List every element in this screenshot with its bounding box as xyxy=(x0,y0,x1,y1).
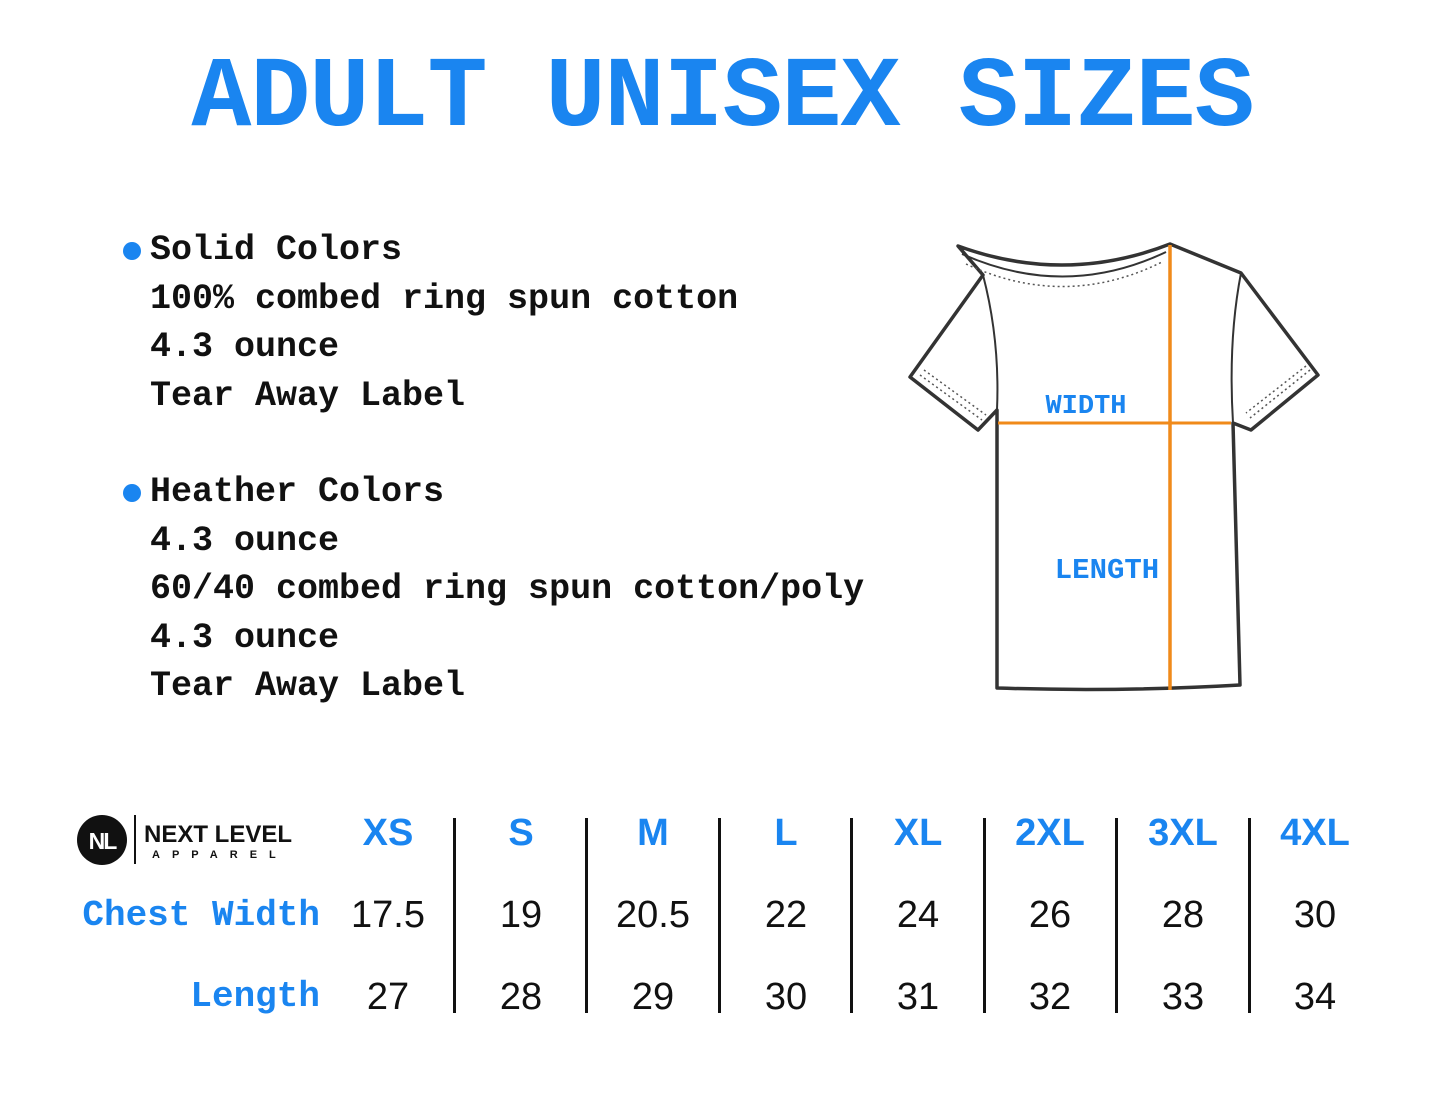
brand-sub: APPAREL xyxy=(152,849,288,861)
group-heading: Heather Colors xyxy=(150,472,445,512)
table-cell: 28 xyxy=(1161,894,1205,936)
tshirt-outline xyxy=(908,242,1320,692)
size-header: 3XL xyxy=(1148,812,1218,854)
table-cell: 26 xyxy=(1028,894,1072,936)
row-label-length: Length xyxy=(190,976,320,1017)
table-cell: 27 xyxy=(366,976,410,1018)
spec-line: 100% combed ring spun cotton xyxy=(150,278,739,319)
table-cell: 28 xyxy=(499,976,543,1018)
table-cell: 20.5 xyxy=(616,894,690,936)
size-header: S xyxy=(508,812,534,854)
table-cell: 30 xyxy=(1293,894,1337,936)
spec-line: 4.3 ounce xyxy=(150,617,340,658)
size-header: XL xyxy=(893,812,943,854)
group-heading: Solid Colors xyxy=(150,230,403,270)
length-label: LENGTH xyxy=(1055,554,1159,587)
table-cell: 30 xyxy=(764,976,808,1018)
column-divider xyxy=(585,818,588,1013)
column-divider xyxy=(1115,818,1118,1013)
bullet-icon xyxy=(123,484,141,502)
table-cell: 32 xyxy=(1028,976,1072,1018)
logo-mark: NL xyxy=(89,828,118,854)
brand-logo: NL NEXT LEVEL APPAREL xyxy=(77,815,292,865)
column-divider xyxy=(850,818,853,1013)
size-header: XS xyxy=(362,812,414,854)
table-cell: 33 xyxy=(1161,976,1205,1018)
column-divider xyxy=(983,818,986,1013)
table-cell: 34 xyxy=(1293,976,1337,1018)
size-header: L xyxy=(774,812,798,854)
spec-line: 4.3 ounce xyxy=(150,327,340,367)
bullet-icon xyxy=(123,242,141,260)
column-divider xyxy=(718,818,721,1013)
heather-colors-group: Heather Colors 4.3 ounce 60/40 combed ri… xyxy=(123,468,865,711)
size-header: M xyxy=(637,812,669,854)
width-label: WIDTH xyxy=(1045,392,1126,422)
table-cell: 31 xyxy=(896,976,940,1018)
row-label-chest-width: Chest Width xyxy=(82,895,320,936)
table-cell: 19 xyxy=(499,894,543,936)
page-title: ADULT UNISEX SIZES xyxy=(191,43,1254,156)
size-header: 4XL xyxy=(1280,812,1350,854)
size-header: 2XL xyxy=(1015,812,1085,854)
spec-line: Tear Away Label xyxy=(150,375,466,416)
solid-colors-group: Solid Colors 100% combed ring spun cotto… xyxy=(123,226,739,420)
table-cell: 17.5 xyxy=(351,894,425,936)
table-cell: 29 xyxy=(631,976,675,1018)
table-cell: 24 xyxy=(896,894,940,936)
column-divider xyxy=(1248,818,1251,1013)
spec-line: 4.3 ounce xyxy=(150,520,340,561)
spec-line: Tear Away Label xyxy=(150,666,466,706)
brand-name: NEXT LEVEL xyxy=(144,821,292,848)
spec-line: 60/40 combed ring spun cotton/poly xyxy=(150,569,865,609)
tshirt-diagram: WIDTH LENGTH xyxy=(908,242,1320,692)
column-divider xyxy=(453,818,456,1013)
table-cell: 22 xyxy=(764,894,808,936)
